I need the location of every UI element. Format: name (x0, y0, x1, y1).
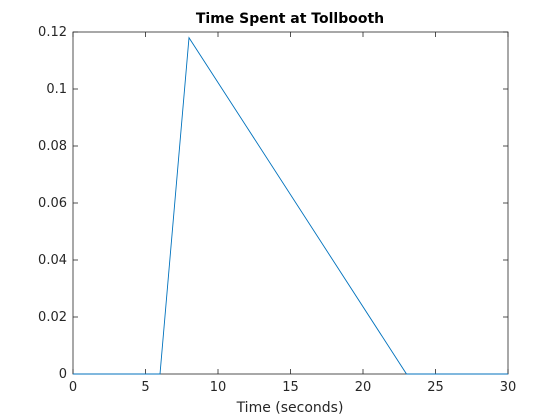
chart-title: Time Spent at Tollbooth (196, 11, 384, 27)
y-tick-label: 0.08 (38, 139, 67, 154)
x-tick-label: 5 (141, 380, 149, 395)
series-line (73, 36, 508, 375)
axes: 0 5 10 15 20 25 30 0 0.02 0.04 0.06 0.08 0.1 0.12 (38, 25, 516, 395)
y-tick-label: 0.12 (38, 25, 67, 40)
x-axis-label: Time (seconds) (236, 400, 344, 416)
y-tick-label: 0 (59, 367, 67, 382)
x-tick-label: 30 (500, 380, 517, 395)
y-tick-label: 0.06 (38, 196, 67, 211)
x-tick-label: 0 (69, 380, 77, 395)
y-tick-label: 0.1 (46, 82, 67, 97)
x-tick-label: 15 (282, 380, 299, 395)
x-tick-label: 10 (210, 380, 227, 395)
x-tick-label: 20 (355, 380, 372, 395)
plot-area (72, 31, 509, 375)
x-tick-label: 25 (427, 380, 444, 395)
y-tick-label: 0.02 (38, 310, 67, 325)
y-tick-label: 0.04 (38, 253, 67, 268)
